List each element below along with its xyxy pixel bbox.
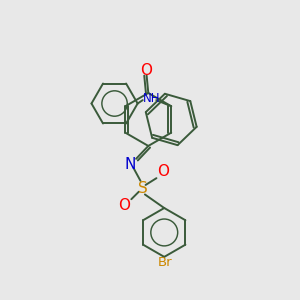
Text: Br: Br xyxy=(158,256,172,269)
Text: O: O xyxy=(157,164,169,179)
Text: O: O xyxy=(141,63,153,78)
Text: N: N xyxy=(124,157,136,172)
Text: O: O xyxy=(118,199,130,214)
Text: S: S xyxy=(138,181,148,196)
Text: NH: NH xyxy=(143,92,160,105)
